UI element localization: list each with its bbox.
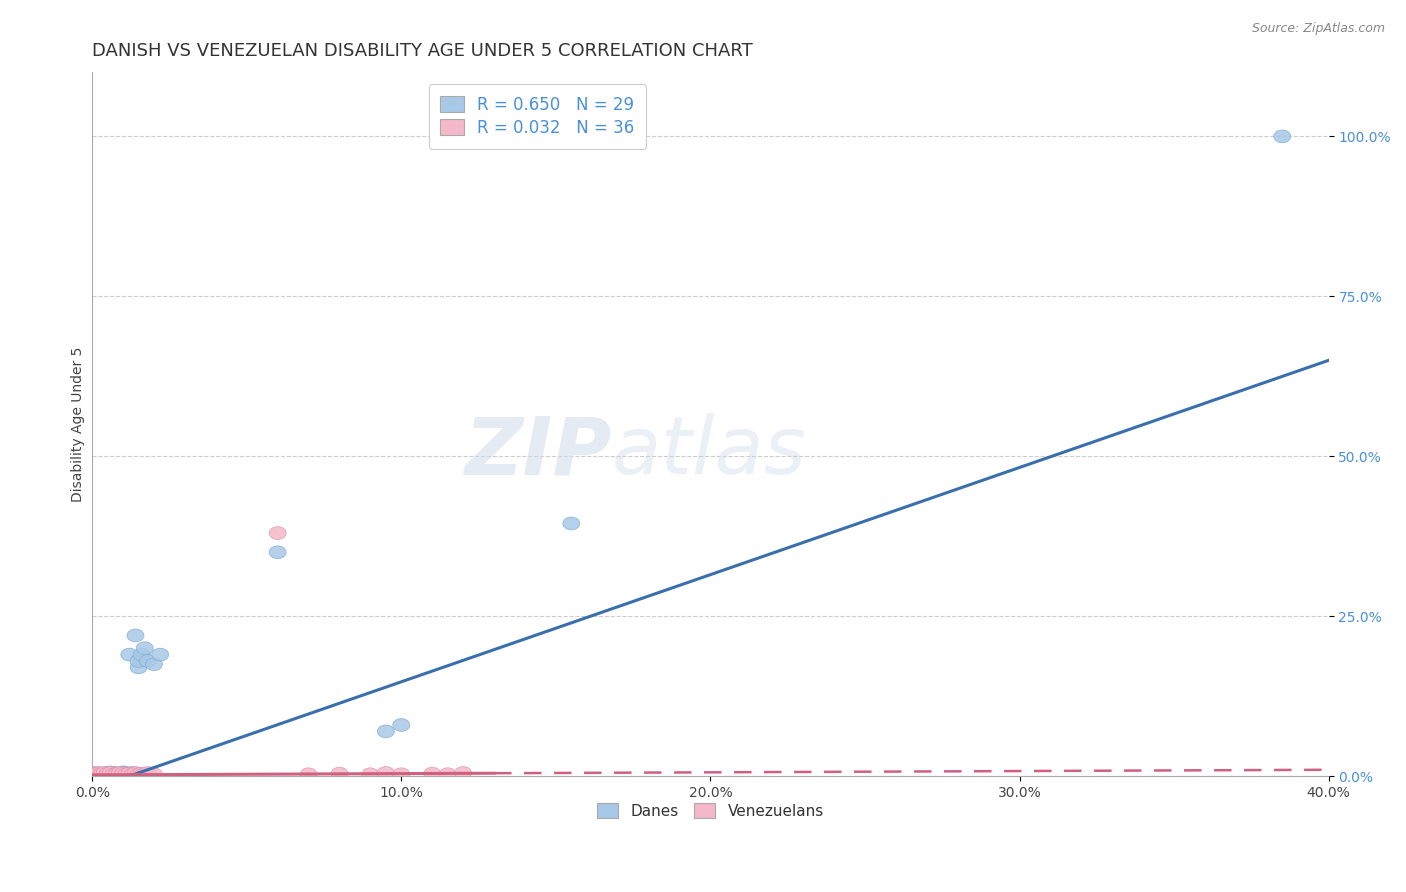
Ellipse shape <box>127 766 143 780</box>
Ellipse shape <box>115 768 132 780</box>
Ellipse shape <box>108 768 125 780</box>
Ellipse shape <box>90 767 107 780</box>
Text: Source: ZipAtlas.com: Source: ZipAtlas.com <box>1251 22 1385 36</box>
Ellipse shape <box>111 766 128 780</box>
Ellipse shape <box>96 768 112 780</box>
Ellipse shape <box>103 766 120 779</box>
Ellipse shape <box>134 767 150 780</box>
Ellipse shape <box>423 767 440 780</box>
Ellipse shape <box>118 766 135 780</box>
Ellipse shape <box>100 766 117 780</box>
Ellipse shape <box>1274 130 1291 143</box>
Ellipse shape <box>121 648 138 661</box>
Ellipse shape <box>145 657 163 671</box>
Ellipse shape <box>269 546 287 558</box>
Ellipse shape <box>108 767 125 780</box>
Ellipse shape <box>103 766 120 780</box>
Ellipse shape <box>129 661 148 673</box>
Ellipse shape <box>90 768 107 780</box>
Ellipse shape <box>136 768 153 780</box>
Ellipse shape <box>93 768 110 780</box>
Ellipse shape <box>139 766 156 780</box>
Ellipse shape <box>103 767 120 780</box>
Text: atlas: atlas <box>612 414 806 491</box>
Ellipse shape <box>361 768 378 780</box>
Ellipse shape <box>129 768 148 780</box>
Y-axis label: Disability Age Under 5: Disability Age Under 5 <box>72 347 86 502</box>
Ellipse shape <box>100 768 117 780</box>
Ellipse shape <box>392 768 409 780</box>
Ellipse shape <box>129 655 148 667</box>
Ellipse shape <box>93 767 110 780</box>
Ellipse shape <box>269 526 287 540</box>
Ellipse shape <box>392 719 409 731</box>
Ellipse shape <box>134 648 150 661</box>
Ellipse shape <box>111 766 128 780</box>
Ellipse shape <box>139 655 156 667</box>
Ellipse shape <box>439 768 456 780</box>
Ellipse shape <box>87 767 104 780</box>
Ellipse shape <box>377 725 394 738</box>
Ellipse shape <box>299 768 318 780</box>
Ellipse shape <box>127 629 143 642</box>
Ellipse shape <box>96 767 112 780</box>
Ellipse shape <box>124 768 141 780</box>
Ellipse shape <box>105 766 122 780</box>
Ellipse shape <box>105 768 122 780</box>
Text: ZIP: ZIP <box>464 414 612 491</box>
Ellipse shape <box>108 767 125 780</box>
Ellipse shape <box>87 766 104 780</box>
Ellipse shape <box>377 766 394 780</box>
Ellipse shape <box>115 768 132 780</box>
Ellipse shape <box>145 768 163 780</box>
Ellipse shape <box>115 767 132 780</box>
Text: DANISH VS VENEZUELAN DISABILITY AGE UNDER 5 CORRELATION CHART: DANISH VS VENEZUELAN DISABILITY AGE UNDE… <box>93 42 754 60</box>
Ellipse shape <box>124 766 141 780</box>
Ellipse shape <box>93 768 110 780</box>
Legend: Danes, Venezuelans: Danes, Venezuelans <box>591 797 830 825</box>
Ellipse shape <box>152 648 169 661</box>
Ellipse shape <box>90 766 107 780</box>
Ellipse shape <box>87 768 104 780</box>
Ellipse shape <box>103 768 120 780</box>
Ellipse shape <box>136 642 153 655</box>
Ellipse shape <box>454 766 471 780</box>
Ellipse shape <box>115 766 132 779</box>
Ellipse shape <box>100 767 117 780</box>
Ellipse shape <box>121 767 138 780</box>
Ellipse shape <box>562 517 579 530</box>
Ellipse shape <box>100 768 117 780</box>
Ellipse shape <box>330 767 347 780</box>
Ellipse shape <box>96 766 112 780</box>
Ellipse shape <box>118 768 135 780</box>
